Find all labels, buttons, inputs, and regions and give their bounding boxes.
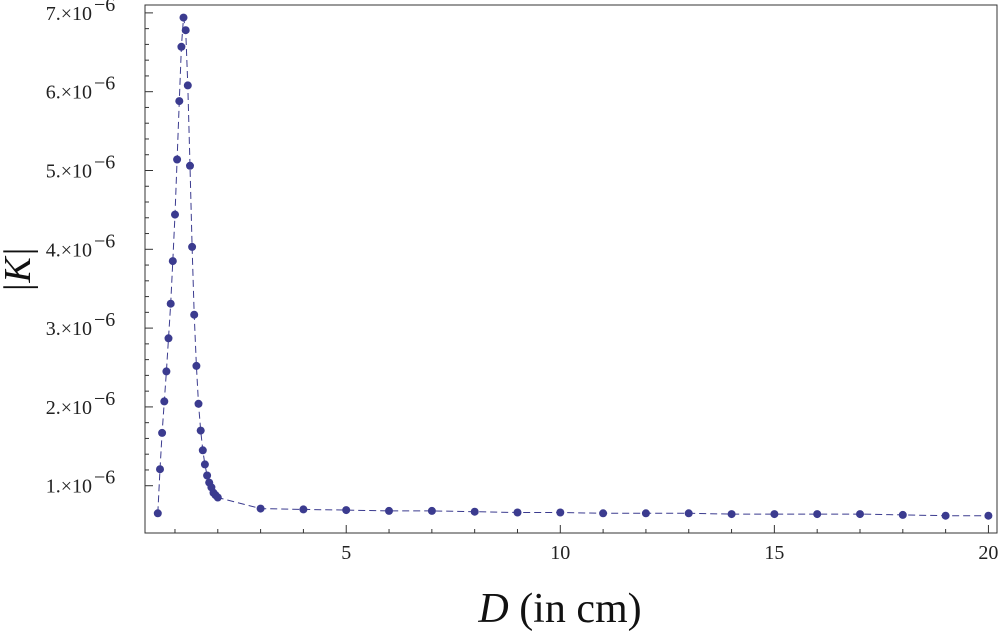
y-tick-times: ×10 [61, 318, 92, 340]
data-point [213, 493, 222, 502]
data-point [194, 399, 203, 408]
data-point [162, 367, 171, 376]
y-tick-mantissa: 3. [46, 318, 61, 340]
data-point [153, 509, 162, 518]
data-point [427, 506, 436, 515]
data-point [727, 510, 736, 519]
data-point [166, 299, 175, 308]
y-tick-exponent: −6 [94, 467, 115, 489]
data-point [684, 509, 693, 518]
data-point [813, 510, 822, 519]
x-tick-label: 15 [764, 542, 784, 564]
data-point [599, 509, 608, 518]
data-point [984, 511, 993, 520]
y-tick-times: ×10 [61, 397, 92, 419]
data-point [556, 508, 565, 517]
y-tick-exponent: −6 [94, 151, 115, 173]
data-point [181, 26, 190, 35]
y-axis-title: |K| [0, 247, 39, 293]
data-point [158, 428, 167, 437]
data-point [641, 509, 650, 518]
y-tick-label: 1.×10 [46, 476, 92, 498]
data-point [190, 310, 199, 319]
y-tick-exponent: −6 [94, 309, 115, 331]
y-tick-exponent: −6 [94, 0, 115, 16]
data-point [200, 460, 209, 469]
data-point [299, 505, 308, 514]
series-line [157, 17, 989, 517]
x-axis-variable: D [477, 586, 508, 632]
y-tick-label: 5.×10 [46, 160, 92, 182]
y-tick-exponent: −6 [94, 230, 115, 252]
y-tick-mantissa: 7. [46, 3, 61, 25]
data-point [179, 13, 188, 22]
x-tick-label: 10 [550, 542, 570, 564]
data-point [203, 471, 212, 480]
y-tick-label: 6.×10 [46, 82, 92, 104]
y-tick-times: ×10 [61, 476, 92, 498]
y-tick-times: ×10 [61, 82, 92, 104]
data-point [470, 507, 479, 516]
data-point [186, 161, 194, 170]
data-point [164, 334, 173, 343]
y-tick-mantissa: 5. [46, 160, 61, 182]
data-point [856, 510, 864, 519]
data-point [770, 510, 779, 519]
data-point [177, 42, 186, 51]
data-point [160, 397, 169, 406]
data-point [941, 511, 950, 520]
y-tick-label: 7.×10 [46, 3, 92, 25]
y-tick-times: ×10 [61, 239, 92, 261]
data-point [898, 510, 907, 519]
y-tick-label: 3.×10 [46, 318, 92, 340]
x-axis-title: D (in cm) [477, 586, 641, 632]
y-tick-label: 2.×10 [46, 397, 92, 419]
data-point [256, 504, 265, 513]
data-point [173, 155, 182, 164]
x-axis-unit: (in cm) [509, 586, 642, 632]
y-tick-exponent: −6 [94, 388, 115, 410]
data-point [183, 81, 192, 90]
y-tick-times: ×10 [61, 160, 92, 182]
y-tick-mantissa: 2. [46, 397, 61, 419]
y-tick-exponent: −6 [94, 73, 115, 95]
data-point [198, 446, 207, 455]
data-point [171, 210, 179, 219]
x-axis-ticks: 5 10 15 20 [174, 525, 998, 564]
data-point [513, 508, 522, 517]
data-point [196, 426, 205, 435]
data-point [192, 361, 201, 370]
y-tick-mantissa: 4. [46, 239, 61, 261]
data-points [153, 13, 993, 520]
x-tick-label: 20 [978, 542, 998, 564]
x-tick-label: 5 [341, 542, 351, 564]
y-tick-mantissa: 1. [46, 476, 61, 498]
y-tick-mantissa: 6. [46, 82, 61, 104]
y-axis-ticks: 1.×10 −62.×10 −63.×10 −64.×10 −65.×10 −66.×10… [46, 0, 153, 498]
data-point [168, 257, 177, 266]
data-point [175, 97, 184, 106]
plot-frame [144, 4, 998, 534]
data-point [385, 506, 393, 515]
data-point [188, 242, 197, 251]
y-tick-label: 4.×10 [46, 239, 92, 261]
y-tick-times: ×10 [61, 3, 92, 25]
data-point [156, 465, 164, 474]
data-point [342, 506, 351, 515]
